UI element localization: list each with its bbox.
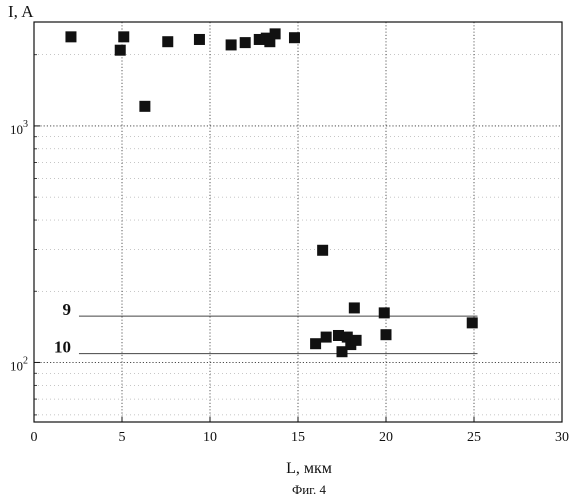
y-tick-label-100: 102 bbox=[10, 355, 28, 373]
x-tick-label-5: 5 bbox=[119, 430, 126, 445]
data-point-15 bbox=[321, 332, 332, 343]
x-tick-label-0: 0 bbox=[31, 430, 38, 445]
data-point-2 bbox=[118, 31, 129, 42]
data-point-5 bbox=[194, 34, 205, 45]
data-point-21 bbox=[351, 335, 362, 346]
data-point-1 bbox=[115, 45, 126, 56]
reference-line-label-9: 9 bbox=[62, 300, 71, 319]
reference-lines: 9 10 bbox=[54, 300, 478, 356]
grid bbox=[34, 22, 562, 422]
data-point-23 bbox=[381, 329, 392, 340]
reference-line-label-10: 10 bbox=[54, 338, 71, 357]
data-point-11 bbox=[270, 28, 281, 39]
x-tick-label-20: 20 bbox=[379, 430, 393, 445]
data-point-14 bbox=[317, 245, 328, 256]
x-tick-label-15: 15 bbox=[291, 430, 305, 445]
x-tick-label-30: 30 bbox=[555, 430, 569, 445]
y-axis-label: I, A bbox=[8, 2, 34, 21]
data-points bbox=[65, 28, 477, 357]
data-point-7 bbox=[240, 37, 251, 48]
data-point-24 bbox=[467, 317, 478, 328]
x-axis: 0 5 10 15 20 25 30 bbox=[31, 417, 570, 445]
y-axis: 102 103 bbox=[10, 55, 40, 415]
data-point-6 bbox=[226, 39, 237, 50]
x-tick-label-10: 10 bbox=[203, 430, 217, 445]
x-axis-label: L, мкм bbox=[286, 460, 332, 477]
data-point-20 bbox=[349, 302, 360, 313]
figure-caption: Фиг. 4 bbox=[292, 482, 327, 497]
data-point-13 bbox=[310, 338, 321, 349]
y-tick-label-1000: 103 bbox=[10, 119, 28, 137]
data-point-0 bbox=[65, 31, 76, 42]
data-point-4 bbox=[162, 36, 173, 47]
x-tick-label-25: 25 bbox=[467, 430, 481, 445]
data-point-22 bbox=[379, 307, 390, 318]
data-point-3 bbox=[139, 101, 150, 112]
data-point-12 bbox=[289, 32, 300, 43]
